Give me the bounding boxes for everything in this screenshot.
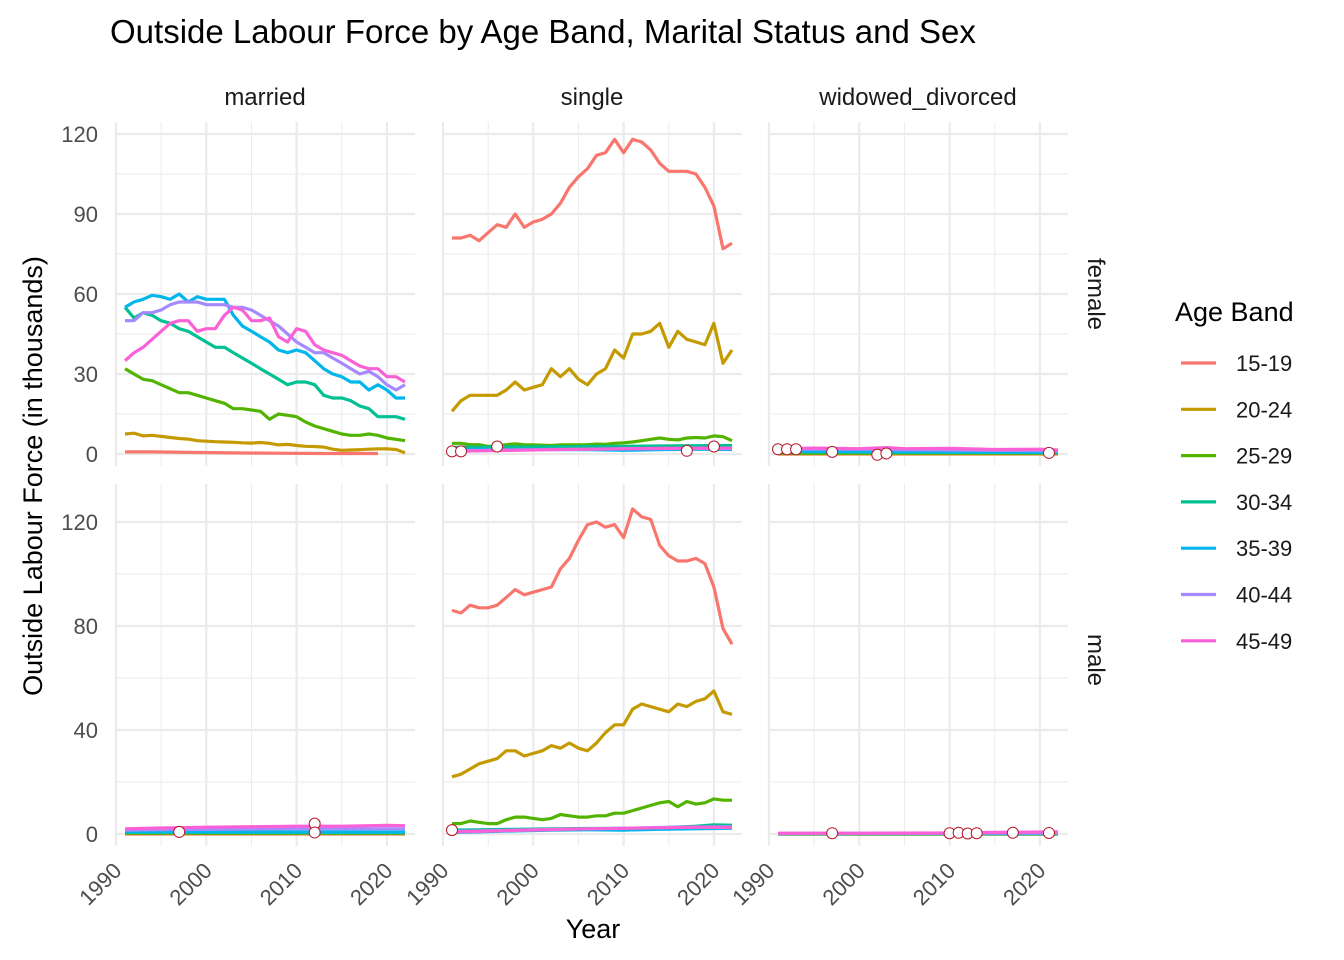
legend-item: 45-49	[1181, 629, 1292, 654]
x-tick-label: 1990	[74, 858, 126, 910]
row-strip-label: male	[1082, 634, 1109, 686]
panel-female-single	[441, 122, 742, 466]
outlier-point	[491, 440, 504, 453]
series-line-15-19	[125, 450, 378, 456]
panel-male-married	[114, 484, 415, 846]
series-line-20-24	[450, 321, 734, 413]
x-tick-label: 2000	[818, 858, 870, 910]
chart-title: Outside Labour Force by Age Band, Marita…	[110, 13, 976, 50]
outlier-point	[1042, 446, 1055, 459]
series-line-15-19	[452, 137, 733, 251]
outlier-point	[680, 444, 693, 457]
legend-label: 45-49	[1236, 629, 1292, 654]
legend-item: 40-44	[1181, 583, 1292, 608]
y-tick-label: 0	[86, 822, 98, 847]
x-tick-label: 1990	[727, 858, 779, 910]
outlier-point	[826, 827, 839, 840]
legend-item: 15-19	[1181, 351, 1292, 376]
series-line-45-49	[451, 825, 733, 834]
x-tick-label: 2020	[998, 858, 1050, 910]
panel-male-single	[441, 484, 742, 846]
series-line-45-49	[124, 823, 406, 831]
y-tick-label: 30	[74, 362, 98, 387]
outlier-point	[790, 443, 803, 456]
legend: 15-19 20-24 25-29 30-34 35-39 40-44 45-49	[1181, 351, 1292, 654]
panel-female-widowed_divorced	[767, 122, 1068, 466]
legend-item: 25-29	[1181, 444, 1292, 469]
x-tick-label: 1990	[401, 858, 453, 910]
y-tick-label: 0	[86, 442, 98, 467]
legend-label: 40-44	[1236, 583, 1292, 608]
row-strip-label: female	[1082, 258, 1109, 330]
panel-male-widowed_divorced	[767, 484, 1068, 846]
outlier-point	[1042, 826, 1055, 839]
outlier-point	[826, 445, 839, 458]
legend-label: 25-29	[1236, 444, 1292, 469]
series-line-40-44	[125, 300, 406, 392]
x-tick-label: 2010	[582, 858, 634, 910]
legend-label: 30-34	[1236, 490, 1292, 515]
legend-item: 35-39	[1181, 536, 1292, 561]
outlier-point	[970, 827, 983, 840]
series-line-35-39	[777, 449, 1059, 454]
series-line-15-19	[451, 507, 734, 645]
outlier-point	[707, 440, 720, 453]
x-tick-label: 2000	[492, 858, 544, 910]
outlier-point	[173, 825, 186, 838]
series-line-20-24	[124, 431, 406, 455]
legend-item: 20-24	[1181, 397, 1292, 422]
x-tick-label: 2010	[908, 858, 960, 910]
panel-grid	[114, 122, 1068, 846]
column-strip-label: widowed_divorced	[818, 84, 1016, 111]
outlier-point	[308, 826, 321, 839]
series-line-25-29	[124, 367, 406, 443]
legend-title: Age Band	[1175, 297, 1294, 327]
x-tick-label: 2020	[345, 858, 397, 910]
series-line-40-44	[124, 827, 405, 832]
series-line-35-39	[124, 292, 405, 400]
panel-female-married	[114, 122, 415, 466]
legend-label: 35-39	[1236, 536, 1292, 561]
y-tick-label: 120	[61, 510, 98, 535]
legend-item: 30-34	[1181, 490, 1292, 515]
column-strip-label: married	[224, 84, 305, 111]
legend-label: 15-19	[1236, 351, 1292, 376]
y-tick-label: 80	[74, 614, 98, 639]
series-line-45-49	[123, 305, 406, 384]
outlier-point	[446, 824, 458, 837]
y-tick-label: 120	[61, 122, 98, 147]
outlier-point	[880, 447, 893, 460]
column-strip-label: single	[561, 84, 624, 111]
legend-label: 20-24	[1236, 397, 1292, 422]
column-strip-labels: married single widowed_divorced	[224, 84, 1016, 111]
outlier-point	[455, 445, 468, 458]
series-line-45-49	[777, 446, 1059, 452]
y-tick-label: 60	[74, 282, 98, 307]
y-tick-label: 90	[74, 202, 98, 227]
x-tick-label: 2020	[672, 858, 724, 910]
series-line-20-24	[451, 689, 733, 779]
series-line-25-29	[452, 797, 732, 826]
row-strip-labels: female male	[1082, 258, 1109, 686]
x-axis-title: Year	[566, 914, 621, 944]
x-tick-label: 2000	[165, 858, 217, 910]
y-tick-label: 40	[74, 718, 98, 743]
outlier-point	[1006, 826, 1019, 839]
x-tick-label: 2010	[255, 858, 307, 910]
y-axis-title: Outside Labour Force (in thousands)	[18, 256, 48, 696]
